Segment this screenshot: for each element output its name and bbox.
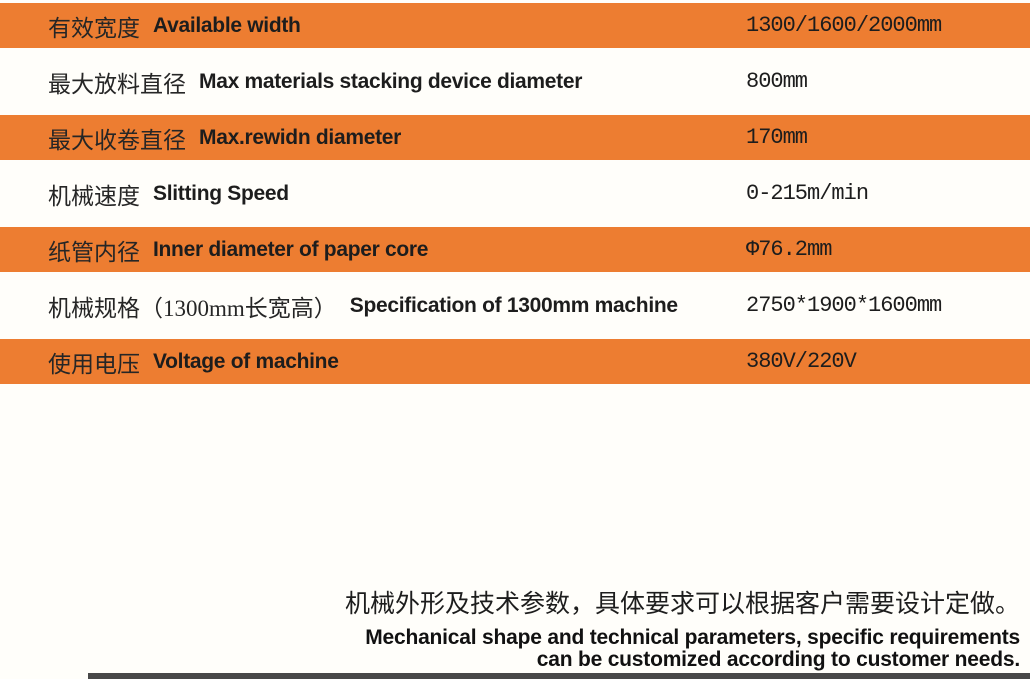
table-row-3: 最大收卷直径 Max.rewidn diameter 170mm xyxy=(0,115,1030,160)
row-label-en: Voltage of machine xyxy=(153,349,339,373)
row-label-zh: 使用电压 xyxy=(48,351,140,377)
footer-note: 机械外形及技术参数，具体要求可以根据客户需要设计定做。 Mechanical s… xyxy=(345,584,1020,671)
row-label-en: Max.rewidn diameter xyxy=(199,125,402,149)
row-label-zh: 有效宽度 xyxy=(48,15,140,41)
row-label-en: Available width xyxy=(153,13,301,37)
row-label-en: Max materials stacking device diameter xyxy=(199,69,583,93)
row-value: 0-215m/min xyxy=(746,181,869,206)
row-label-zh: 纸管内径 xyxy=(48,239,140,265)
row-value: 1300/1600/2000mm xyxy=(746,13,942,38)
table-row-6: 机械规格（1300mm长宽高） Specification of 1300mm … xyxy=(0,272,1030,339)
row-label-zh: 机械速度 xyxy=(48,183,140,209)
table-row-2: 最大放料直径 Max materials stacking device dia… xyxy=(0,48,1030,115)
row-value: 2750*1900*1600mm xyxy=(746,293,942,318)
row-label-en: Specification of 1300mm machine xyxy=(349,293,678,317)
table-row-1: 有效宽度 Available width 1300/1600/2000mm xyxy=(0,3,1030,48)
row-value: 380V/220V xyxy=(746,349,857,374)
row-label-zh: 机械规格（1300mm长宽高） xyxy=(48,295,337,321)
row-value: 800mm xyxy=(746,69,808,94)
note-zh: 机械外形及技术参数，具体要求可以根据客户需要设计定做。 xyxy=(344,591,1020,618)
table-row-7: 使用电压 Voltage of machine 380V/220V xyxy=(0,339,1030,384)
spec-table: 有效宽度 Available width 1300/1600/2000mm 最大… xyxy=(0,3,1030,384)
row-label-zh: 最大放料直径 xyxy=(48,71,186,97)
row-label-zh: 最大收卷直径 xyxy=(48,127,186,153)
note-en-line1: Mechanical shape and technical parameter… xyxy=(365,626,1020,649)
row-value: 170mm xyxy=(746,125,808,150)
table-row-5: 纸管内径 Inner diameter of paper core Φ76.2m… xyxy=(0,227,1030,272)
table-row-4: 机械速度 Slitting Speed 0-215m/min xyxy=(0,160,1030,227)
row-value: Φ76.2mm xyxy=(746,237,832,262)
row-label-en: Inner diameter of paper core xyxy=(153,237,429,261)
note-en-line2: can be customized according to customer … xyxy=(536,648,1020,671)
bottom-edge-bar xyxy=(88,673,1030,679)
row-label-en: Slitting Speed xyxy=(153,181,289,205)
